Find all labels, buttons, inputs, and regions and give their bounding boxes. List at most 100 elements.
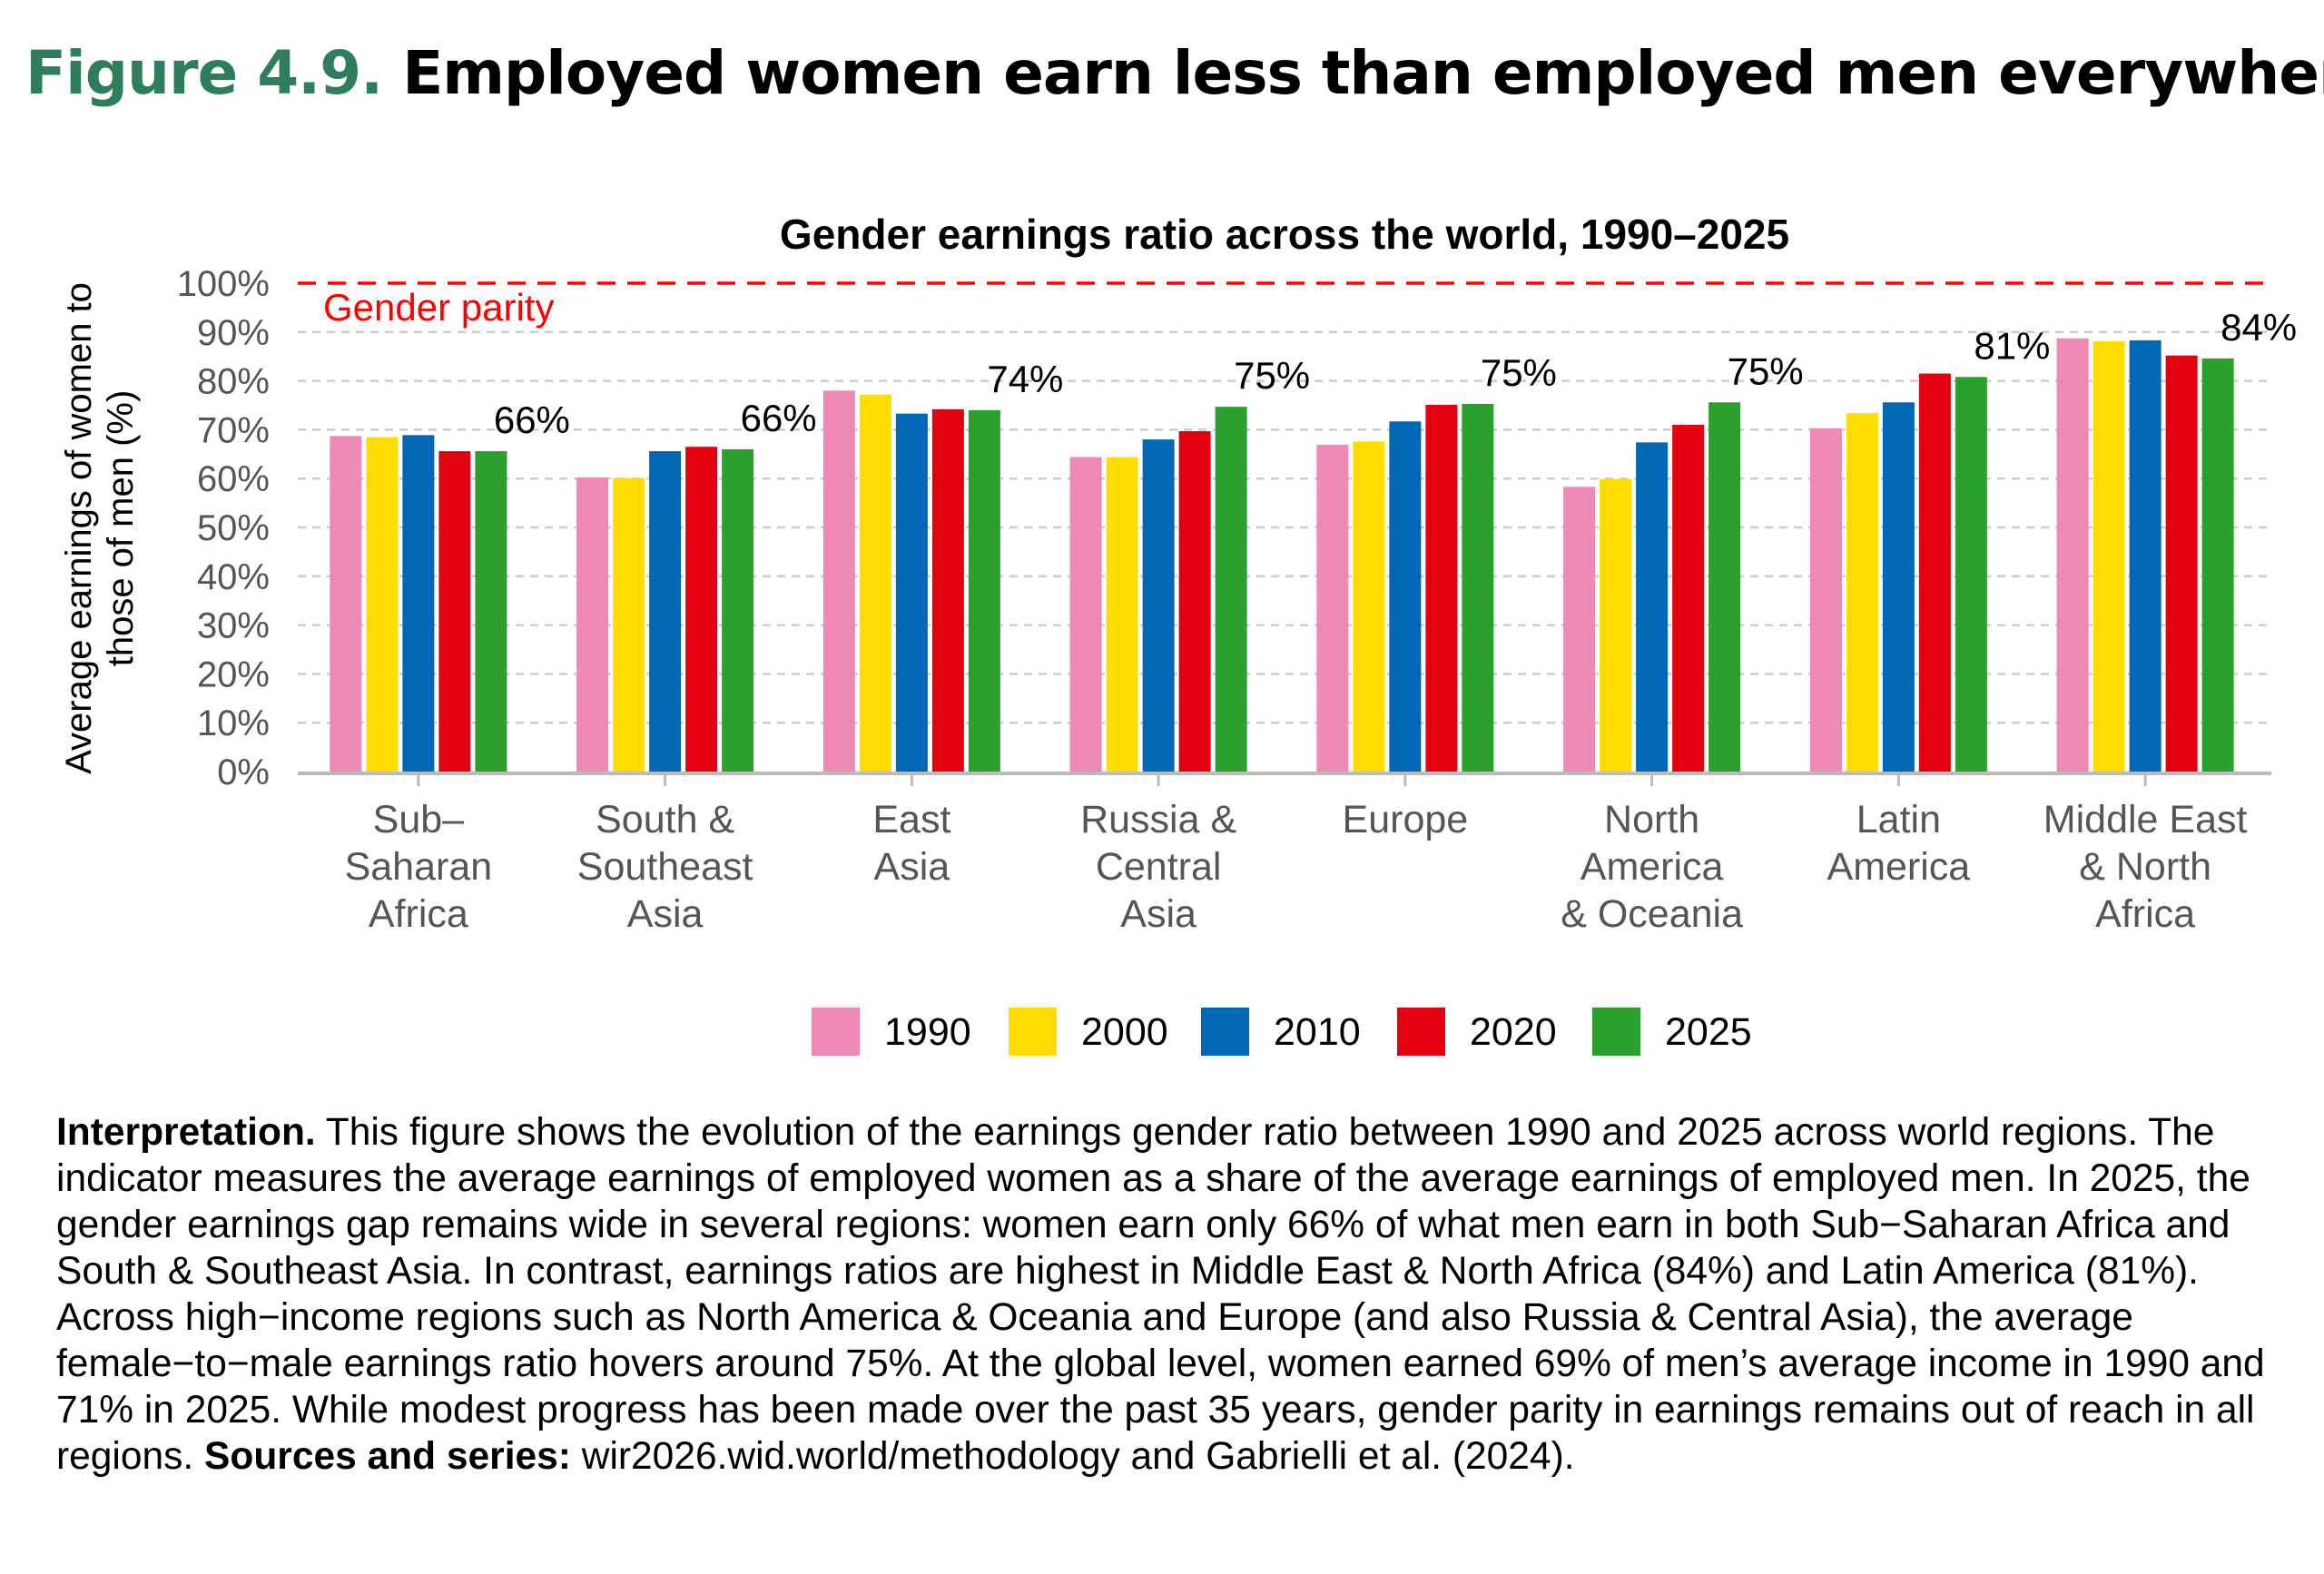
x-tick-label: Asia <box>627 892 704 936</box>
data-label: 66% <box>741 397 817 439</box>
chart-title: Gender earnings ratio across the world, … <box>780 211 1789 258</box>
x-tick-label: America <box>1581 845 1724 889</box>
bar-2020 <box>1918 373 1951 772</box>
bar-2000 <box>1600 478 1632 772</box>
data-label: 75% <box>1234 354 1310 397</box>
x-tick-label: Russia & <box>1080 798 1236 841</box>
interpretation-text: This figure shows the evolution of the e… <box>56 1111 2265 1478</box>
x-tick-label: Central <box>1096 845 1222 889</box>
legend-item-2020: 2020 <box>1397 1008 1557 1056</box>
x-tick-label: Middle East <box>2043 798 2248 841</box>
bar-1990 <box>576 477 609 772</box>
x-tick-label: Latin <box>1856 798 1941 841</box>
legend-item-2010: 2010 <box>1201 1008 1361 1056</box>
figure-title-text: Employed women earn less than employed m… <box>402 38 2324 108</box>
legend-swatch <box>1592 1008 1640 1056</box>
bar-2025 <box>1709 402 1741 772</box>
y-axis-label-line: those of men (%) <box>101 390 141 667</box>
data-label: 75% <box>1728 349 1804 392</box>
bar-2000 <box>613 477 645 772</box>
y-tick-label: 80% <box>197 362 270 402</box>
bar-2020 <box>438 451 471 772</box>
gender-parity-label: Gender parity <box>323 286 554 329</box>
y-tick-label: 100% <box>177 264 270 304</box>
legend-label: 1990 <box>884 1010 971 1054</box>
bar-2000 <box>1353 441 1385 772</box>
y-axis-label-line: Average earnings of women to <box>59 282 99 774</box>
bar-2010 <box>1636 442 1669 772</box>
bar-1990 <box>822 390 855 772</box>
bar-2025 <box>1462 403 1494 772</box>
bar-2000 <box>859 394 891 772</box>
legend-swatch <box>1397 1008 1445 1056</box>
legend-item-2000: 2000 <box>1009 1008 1168 1056</box>
y-tick-label: 30% <box>197 606 270 646</box>
bar-1990 <box>1809 428 1842 772</box>
x-tick-label: East <box>872 798 950 841</box>
x-tick-label: America <box>1827 845 1971 889</box>
sources-label: Sources and series: <box>204 1435 571 1478</box>
bar-2000 <box>366 437 399 772</box>
y-tick-label: 40% <box>197 557 270 597</box>
x-tick-label: South & <box>596 798 734 841</box>
legend-label: 2020 <box>1470 1010 1557 1054</box>
x-tick-label: Saharan <box>345 845 493 889</box>
bar-1990 <box>1563 487 1596 772</box>
bar-1990 <box>1316 445 1349 772</box>
data-label: 66% <box>494 398 570 441</box>
bar-2020 <box>931 408 964 772</box>
y-tick-label: 90% <box>197 313 270 353</box>
bar-2010 <box>402 435 435 772</box>
x-tick-label: Asia <box>1120 892 1196 936</box>
bar-2010 <box>649 451 682 772</box>
x-tick-label: Southeast <box>577 845 753 889</box>
bar-2025 <box>1215 407 1247 772</box>
data-label: 84% <box>2221 306 2297 349</box>
legend-label: 2000 <box>1081 1010 1168 1054</box>
bar-2020 <box>1178 431 1211 772</box>
bar-1990 <box>1069 457 1102 772</box>
bar-2020 <box>1672 425 1705 772</box>
data-label: 75% <box>1481 351 1557 394</box>
bar-2025 <box>1955 377 1987 772</box>
legend-swatch <box>1201 1008 1249 1056</box>
bar-2010 <box>2129 339 2162 772</box>
y-axis-label: Average earnings of women to those of me… <box>59 282 141 774</box>
figure-title: Figure 4.9. Employed women earn less tha… <box>25 38 2324 108</box>
y-tick-label: 10% <box>197 703 270 743</box>
bar-2025 <box>722 448 754 772</box>
legend-label: 2025 <box>1665 1010 1752 1054</box>
bar-2025 <box>475 451 507 772</box>
bar-1990 <box>2056 338 2089 772</box>
bar-2020 <box>2165 355 2198 772</box>
y-tick-label: 70% <box>197 410 270 450</box>
bar-2010 <box>895 413 928 772</box>
bar-2020 <box>1425 404 1458 772</box>
bar-2000 <box>2093 341 2125 772</box>
legend-item-2025: 2025 <box>1592 1008 1752 1056</box>
legend-swatch <box>1009 1008 1057 1056</box>
y-tick-label: 60% <box>197 459 270 499</box>
sources-text: wir2026.wid.world/methodology and Gabrie… <box>570 1435 1575 1478</box>
bar-chart: Gender earnings ratio across the world, … <box>59 211 2297 1056</box>
bar-2010 <box>1882 402 1915 772</box>
y-tick-label: 50% <box>197 508 270 548</box>
x-tick-label: Sub– <box>373 798 465 841</box>
bar-2025 <box>968 409 1000 772</box>
bar-2020 <box>685 447 718 772</box>
bar-2010 <box>1389 421 1422 772</box>
y-tick-label: 20% <box>197 654 270 694</box>
x-tick-label: & Oceania <box>1561 892 1743 936</box>
data-label: 74% <box>987 358 1063 400</box>
legend-item-1990: 1990 <box>812 1008 971 1056</box>
x-tick-label: Europe <box>1343 798 1469 841</box>
bar-2010 <box>1142 439 1175 772</box>
data-label: 81% <box>1974 324 2050 367</box>
x-tick-label: & North <box>2079 845 2211 889</box>
legend-label: 2010 <box>1274 1010 1361 1054</box>
legend-swatch <box>812 1008 860 1056</box>
y-tick-label: 0% <box>217 753 270 792</box>
x-tick-label: Africa <box>369 892 468 936</box>
x-tick-label: Africa <box>2095 892 2195 936</box>
bar-2000 <box>1846 413 1878 772</box>
